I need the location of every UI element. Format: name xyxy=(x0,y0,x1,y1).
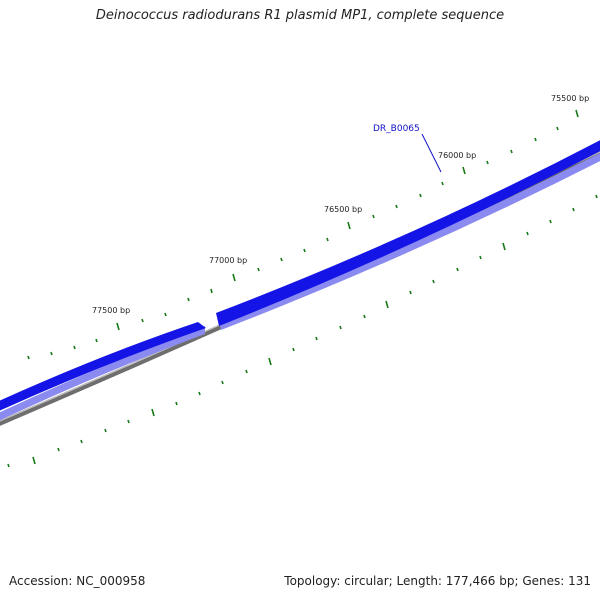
outer-ticks xyxy=(27,109,579,360)
inner-ticks xyxy=(7,194,598,468)
bp-label-75500: 75500 bp xyxy=(551,94,589,103)
gene-label-leader xyxy=(421,133,442,173)
map-title: Deinococcus radiodurans R1 plasmid MP1, … xyxy=(95,8,505,23)
bp-label-77500: 77500 bp xyxy=(92,306,130,315)
bp-label-77000: 77000 bp xyxy=(209,256,247,265)
gene-left-shadow xyxy=(0,326,205,421)
summary-text: Topology: circular; Length: 177,466 bp; … xyxy=(284,574,591,588)
gene-label-dr-b0065[interactable]: DR_B0065 xyxy=(373,124,420,134)
bp-label-76500: 76500 bp xyxy=(324,205,362,214)
bp-label-76000: 76000 bp xyxy=(438,151,476,160)
gene-left[interactable] xyxy=(0,322,206,415)
accession-text: Accession: NC_000958 xyxy=(9,574,146,588)
gene-dr-b0065[interactable] xyxy=(216,135,600,326)
